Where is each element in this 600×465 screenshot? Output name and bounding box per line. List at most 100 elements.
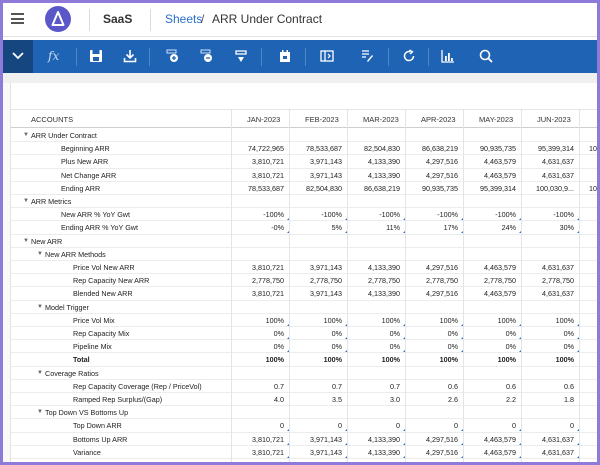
value-cell[interactable]: 4,631,637	[542, 157, 574, 167]
value-cell[interactable]: 0	[454, 421, 458, 431]
value-cell[interactable]: 0%	[563, 329, 574, 338]
value-cell[interactable]: 0	[338, 421, 342, 431]
expand-caret-icon[interactable]: ▼	[23, 237, 29, 244]
value-cell[interactable]: 0.7	[274, 381, 284, 391]
value-cell[interactable]: 4,631,637	[542, 170, 574, 180]
value-cell[interactable]: 2,778,750	[426, 276, 458, 286]
value-cell[interactable]: 3,971,143	[310, 170, 342, 180]
value-cell[interactable]: 100%	[555, 315, 574, 325]
table-row[interactable]: Total 100% 100% 100% 100% 100% 100%	[11, 353, 597, 367]
table-row[interactable]: Rep Capacity New ARR 2,778,750 2,778,750 2,…	[11, 274, 597, 288]
value-cell[interactable]: 4,297,516	[426, 434, 458, 444]
column-header[interactable]: APR-2023	[421, 115, 456, 124]
value-cell[interactable]: 82,504,830	[306, 183, 342, 193]
value-cell[interactable]: -100%	[495, 210, 516, 220]
value-cell[interactable]: 74,722,965	[248, 144, 284, 154]
breadcrumb-sheets-link[interactable]: Sheets	[165, 12, 203, 26]
value-cell[interactable]: 100%	[497, 355, 516, 365]
column-header[interactable]: MAY-2023	[479, 115, 514, 124]
value-cell[interactable]: 24%	[501, 223, 516, 233]
value-cell[interactable]: 4,297,516	[426, 157, 458, 167]
value-cell[interactable]: 2,778,750	[310, 276, 342, 286]
chart-button[interactable]	[436, 40, 462, 73]
table-row[interactable]: ▼ Coverage Ratios	[11, 367, 597, 380]
value-cell[interactable]: 3,971,143	[310, 263, 342, 272]
value-cell[interactable]: 4,133,390	[368, 157, 400, 167]
value-cell[interactable]: 4,463,579	[484, 434, 516, 444]
value-cell[interactable]: 100%	[381, 315, 400, 325]
value-cell[interactable]: 3,810,721	[252, 447, 284, 457]
value-cell[interactable]: 0	[280, 421, 284, 431]
value-cell[interactable]: 0%	[447, 342, 458, 352]
table-row[interactable]: Ending ARR 78,533,687 82,504,830 86,638,219…	[11, 182, 597, 195]
value-cell[interactable]: 4,631,637	[542, 263, 574, 272]
format-button[interactable]	[229, 40, 255, 73]
table-row[interactable]: Plus New ARR 3,810,721 3,971,143 4,133,390 4…	[11, 155, 597, 169]
remove-row-button[interactable]	[195, 40, 221, 73]
value-cell[interactable]: 2,778,750	[368, 276, 400, 286]
accounts-header[interactable]: ACCOUNTS	[31, 115, 74, 124]
add-row-button[interactable]	[161, 40, 187, 73]
expand-caret-icon[interactable]: ▼	[37, 369, 43, 376]
table-row[interactable]: ▼ ARR Under Contract	[11, 129, 597, 143]
value-cell[interactable]: 4,133,390	[368, 447, 400, 457]
value-cell[interactable]: 82,504,830	[364, 144, 400, 154]
value-cell[interactable]: 2,778,750	[252, 276, 284, 286]
value-cell[interactable]: 95,399,314	[538, 144, 574, 154]
search-button[interactable]	[474, 40, 500, 73]
table-row[interactable]: ▼ ARR Metrics	[11, 195, 597, 209]
column-header[interactable]: FEB-2023	[305, 115, 339, 124]
value-cell[interactable]: 0	[512, 421, 516, 431]
value-cell[interactable]: 100%	[497, 315, 516, 325]
value-cell[interactable]: 3,971,143	[310, 434, 342, 444]
table-row[interactable]: Blended New ARR 3,810,721 3,971,143 4,133,3…	[11, 287, 597, 301]
value-cell[interactable]: 3,810,721	[252, 263, 284, 272]
value-cell[interactable]: 0%	[505, 329, 516, 338]
table-row[interactable]: Ramped Rep Surplus/(Gap) 4.0 3.5 3.0 2.6 2.2 1…	[11, 393, 597, 407]
table-row[interactable]: Price Vol New ARR 3,810,721 3,971,143 4,133…	[11, 261, 597, 275]
overflow-cell[interactable]: 10	[589, 144, 597, 154]
value-cell[interactable]: 0%	[505, 342, 516, 352]
value-cell[interactable]: 0%	[447, 329, 458, 338]
value-cell[interactable]: 3.5	[332, 395, 342, 404]
value-cell[interactable]: 90,935,735	[480, 144, 516, 154]
value-cell[interactable]: 100%	[439, 355, 458, 365]
table-row[interactable]: ▼ New ARR Methods	[11, 248, 597, 261]
value-cell[interactable]: 0%	[331, 342, 342, 352]
edit-sheet-button[interactable]	[355, 40, 381, 73]
value-cell[interactable]: 0%	[331, 329, 342, 338]
value-cell[interactable]: -100%	[553, 210, 574, 220]
value-cell[interactable]: 86,638,219	[364, 183, 400, 193]
value-cell[interactable]: 4,463,579	[484, 157, 516, 167]
value-cell[interactable]: 0.6	[448, 381, 458, 391]
value-cell[interactable]: 4,297,516	[426, 263, 458, 272]
column-header[interactable]: MAR-2023	[363, 115, 399, 124]
expand-caret-icon[interactable]: ▼	[23, 132, 29, 138]
table-row[interactable]: Beginning ARR 74,722,965 78,533,687 82,504,…	[11, 142, 597, 156]
value-cell[interactable]: -100%	[263, 210, 284, 220]
value-cell[interactable]: 0	[396, 421, 400, 431]
value-cell[interactable]: 0.7	[332, 381, 342, 391]
value-cell[interactable]: 0%	[389, 342, 400, 352]
table-row[interactable]: New ARR % YoY Gwt -100% -100% -100% -100% -10…	[11, 208, 597, 222]
value-cell[interactable]: 4,133,390	[368, 263, 400, 272]
save-button[interactable]	[84, 40, 110, 73]
value-cell[interactable]: 3,810,721	[252, 289, 284, 299]
value-cell[interactable]: 4,133,390	[368, 434, 400, 444]
value-cell[interactable]: 78,533,687	[306, 144, 342, 154]
value-cell[interactable]: 4,133,390	[368, 289, 400, 299]
column-header[interactable]: JAN-2023	[247, 115, 281, 124]
value-cell[interactable]: 2.2	[506, 395, 516, 404]
value-cell[interactable]: 90,935,735	[422, 183, 458, 193]
value-cell[interactable]: 4,631,637	[542, 289, 574, 299]
value-cell[interactable]: 100%	[323, 315, 342, 325]
value-cell[interactable]: -100%	[437, 210, 458, 220]
value-cell[interactable]: 100%	[381, 355, 400, 365]
table-row[interactable]: Ending ARR % YoY Gwt -0% 5% 11% 17% 24% 30%	[11, 221, 597, 235]
expand-caret-icon[interactable]: ▼	[37, 303, 43, 310]
value-cell[interactable]: 78,533,687	[248, 183, 284, 193]
value-cell[interactable]: 11%	[386, 223, 400, 233]
value-cell[interactable]: 4,463,579	[484, 289, 516, 299]
value-cell[interactable]: 4.0	[274, 395, 284, 404]
value-cell[interactable]: 3,971,143	[310, 289, 342, 299]
